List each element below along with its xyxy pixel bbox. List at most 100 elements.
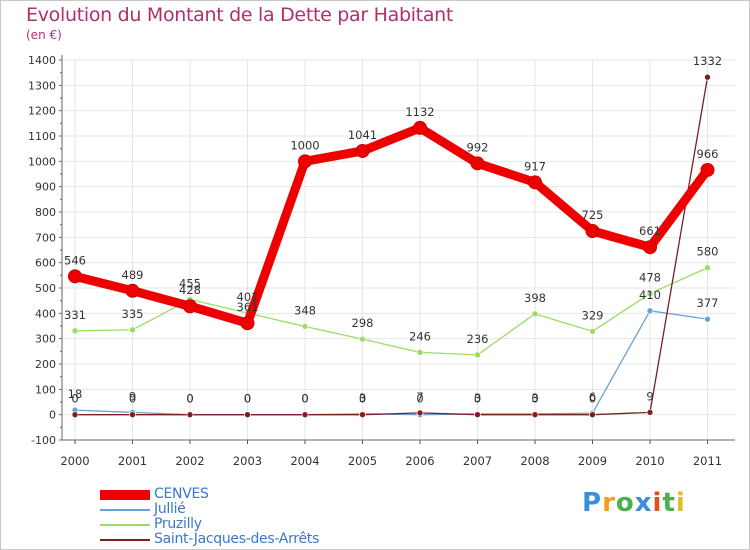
data-label-saint-jacques-des-arrets: 0: [71, 392, 78, 406]
data-label-jullie: 0: [301, 392, 308, 406]
series-line-pruzilly: [74, 267, 709, 356]
data-label-saint-jacques-des-arrets: 9: [646, 389, 653, 403]
data-point-saint-jacques-des-arrets: [359, 411, 366, 418]
legend-swatch-saint-jacques: [100, 539, 150, 541]
chart-unit: (en €): [26, 28, 62, 42]
data-label-cenves: 917: [524, 159, 546, 173]
legend-label-pruzilly: Pruzilly: [154, 516, 202, 532]
data-point-cenves: [125, 283, 140, 298]
y-tick-label: 500: [35, 282, 56, 295]
data-label-cenves: 661: [639, 224, 661, 238]
logo-letter: r: [602, 488, 616, 518]
y-tick-label: 400: [35, 307, 56, 320]
data-point-pruzilly: [531, 310, 539, 318]
data-point-pruzilly: [704, 264, 711, 272]
data-label-pruzilly: 236: [467, 332, 489, 346]
data-label-saint-jacques-des-arrets: 0: [359, 392, 366, 406]
x-tick-label: 2002: [175, 454, 204, 468]
legend-label-jullie: Jullié: [154, 501, 186, 517]
data-label-pruzilly: 298: [352, 316, 374, 330]
data-label-saint-jacques-des-arrets: 0: [589, 392, 596, 406]
legend-swatch-pruzilly: [100, 524, 150, 526]
data-label-saint-jacques-des-arrets: 7: [416, 390, 423, 404]
logo-letter: x: [634, 488, 653, 518]
data-label-cenves: 725: [582, 208, 604, 222]
x-tick-label: 2007: [463, 454, 492, 468]
data-label-cenves: 428: [179, 283, 201, 297]
data-label-pruzilly: 329: [582, 308, 604, 322]
data-label-jullie: 3: [474, 391, 481, 405]
data-point-jullie: [646, 307, 654, 315]
data-label-saint-jacques-des-arrets: 0: [186, 392, 193, 406]
data-point-pruzilly: [71, 327, 79, 335]
data-label-pruzilly: 398: [524, 291, 546, 305]
data-label-saint-jacques-des-arrets: 0: [301, 392, 308, 406]
logo-letter: i: [675, 488, 686, 518]
data-point-pruzilly: [589, 328, 596, 335]
data-point-cenves: [643, 240, 657, 255]
x-tick-label: 2005: [348, 454, 377, 468]
data-point-cenves: [700, 162, 715, 177]
data-label-jullie: 9: [129, 389, 136, 403]
data-point-cenves: [585, 224, 600, 238]
x-tick-label: 2006: [405, 454, 434, 468]
x-tick-label: 2000: [60, 454, 89, 468]
legend-swatch-jullie: [100, 509, 150, 511]
y-tick-label: 1400: [28, 54, 56, 67]
data-point-saint-jacques-des-arrets: [301, 411, 309, 418]
data-point-cenves: [68, 269, 82, 284]
y-tick-label: 200: [35, 358, 56, 371]
data-label-jullie: 6: [589, 390, 596, 404]
data-label-jullie: 377: [697, 296, 719, 310]
data-label-cenves: 489: [122, 268, 144, 282]
data-point-saint-jacques-des-arrets: [704, 73, 711, 81]
chart-title: Evolution du Montant de la Dette par Hab…: [26, 4, 454, 26]
data-point-saint-jacques-des-arrets: [244, 411, 251, 418]
data-label-jullie: 0: [186, 392, 193, 406]
y-tick-label: 300: [35, 333, 56, 346]
x-tick-label: 2011: [693, 454, 722, 468]
data-point-pruzilly: [359, 335, 366, 343]
data-label-saint-jacques-des-arrets: 0: [129, 392, 136, 406]
data-point-pruzilly: [129, 326, 136, 334]
data-point-pruzilly: [646, 290, 654, 297]
x-tick-label: 2009: [578, 454, 607, 468]
y-tick-label: 1000: [28, 155, 56, 168]
series-line-saint-jacques-des-arrets: [74, 76, 709, 416]
data-point-pruzilly: [474, 351, 481, 359]
x-tick-label: 2008: [520, 454, 549, 468]
data-point-cenves: [183, 299, 197, 314]
data-point-saint-jacques-des-arrets: [589, 411, 596, 418]
data-label-cenves: 992: [467, 140, 489, 154]
data-label-pruzilly: 348: [294, 304, 316, 318]
y-tick-label: 100: [35, 383, 56, 396]
data-label-pruzilly: 246: [409, 329, 431, 343]
data-point-cenves: [528, 175, 542, 190]
data-label-pruzilly: 401: [237, 290, 259, 304]
x-tick-label: 2004: [290, 454, 319, 468]
legend-label-saint-jacques: Saint-Jacques-des-Arrêts: [154, 531, 319, 547]
data-label-saint-jacques-des-arrets: 0: [244, 392, 251, 406]
data-label-jullie: 3: [531, 391, 538, 405]
x-tick-label: 2003: [233, 454, 262, 468]
y-tick-label: 1100: [28, 130, 56, 143]
data-label-cenves: 1132: [405, 105, 434, 119]
data-label-pruzilly: 478: [639, 271, 661, 285]
logo-letter: i: [652, 488, 663, 518]
y-tick-label: -100: [31, 434, 56, 447]
y-tick-label: 800: [35, 206, 56, 219]
data-point-saint-jacques-des-arrets: [531, 411, 539, 418]
data-label-pruzilly: 335: [122, 307, 144, 321]
data-label-pruzilly: 455: [179, 276, 201, 290]
legend-swatch-cenves: [100, 490, 150, 500]
data-label-cenves: 966: [697, 147, 719, 161]
logo-letter: P: [582, 488, 603, 518]
data-label-saint-jacques-des-arrets: 0: [474, 392, 481, 406]
y-tick-label: 1200: [28, 105, 56, 118]
legend-label-cenves: CENVES: [154, 486, 209, 502]
data-point-saint-jacques-des-arrets: [71, 411, 79, 418]
x-tick-label: 2001: [118, 454, 147, 468]
data-point-saint-jacques-des-arrets: [129, 411, 136, 418]
y-tick-label: 0: [49, 409, 56, 422]
data-point-saint-jacques-des-arrets: [646, 409, 654, 416]
